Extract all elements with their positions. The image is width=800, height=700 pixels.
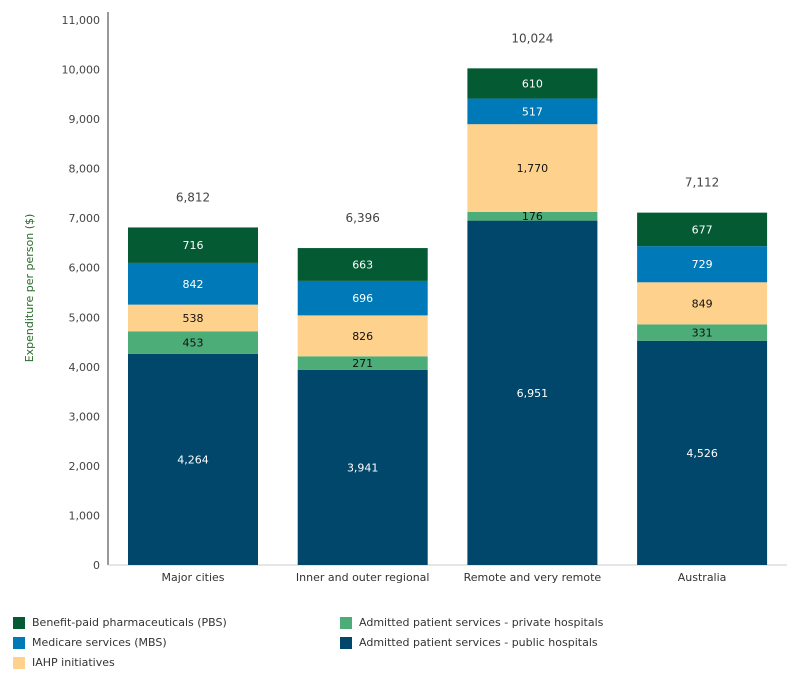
data-label: 1,770 (517, 162, 549, 175)
data-label: 4,264 (177, 453, 209, 466)
data-label: 6,951 (517, 387, 549, 400)
legend-swatch (13, 656, 25, 669)
y-tick-label: 8,000 (69, 163, 101, 176)
data-label: 176 (522, 210, 543, 223)
data-label: 517 (522, 105, 543, 118)
data-label: 849 (692, 297, 713, 310)
bar-segment (467, 211, 598, 221)
data-label: 696 (352, 292, 373, 305)
data-label: 331 (692, 327, 713, 340)
data-label: 3,941 (347, 461, 379, 474)
legend-label: Admitted patient services - public hospi… (359, 636, 598, 649)
total-label: 7,112 (685, 176, 719, 190)
x-tick-label: Major cities (161, 571, 224, 584)
y-tick-label: 9,000 (69, 113, 101, 126)
legend-item: IAHP initiatives (13, 656, 115, 669)
data-label: 677 (692, 223, 713, 236)
legend-label: Medicare services (MBS) (32, 636, 167, 649)
bar-segment (128, 304, 258, 332)
total-label: 6,396 (346, 211, 380, 225)
data-label: 4,526 (686, 447, 718, 460)
data-label: 271 (352, 357, 373, 370)
y-tick-label: 1,000 (69, 509, 101, 522)
legend-item: Admitted patient services - private hosp… (340, 616, 603, 629)
bar-segment (128, 227, 258, 263)
bar-segment (637, 212, 768, 247)
legend-label: Benefit-paid pharmaceuticals (PBS) (32, 616, 227, 629)
bar-segment (467, 220, 598, 565)
bar-segment (128, 331, 258, 354)
y-tick-label: 10,000 (62, 64, 101, 77)
legend-item: Medicare services (MBS) (13, 636, 167, 649)
y-tick-label: 3,000 (69, 410, 101, 423)
total-label: 6,812 (176, 190, 210, 204)
bar-segment (637, 324, 768, 341)
data-label: 663 (352, 258, 373, 271)
y-tick-label: 5,000 (69, 311, 101, 324)
legend-label: IAHP initiatives (32, 656, 115, 669)
bar-segment (297, 248, 428, 281)
data-label: 453 (183, 337, 204, 350)
legend-swatch (340, 636, 352, 649)
y-axis-label: Expenditure per person ($) (23, 214, 36, 363)
bar-segment (637, 282, 768, 325)
bar-segment (467, 98, 598, 125)
y-tick-label: 6,000 (69, 262, 101, 275)
bar-segment (297, 356, 428, 370)
bar-segment (297, 369, 428, 565)
x-tick-label: Inner and outer regional (296, 571, 430, 584)
legend-swatch (340, 616, 352, 629)
data-label: 610 (522, 77, 543, 90)
total-label: 10,024 (511, 31, 553, 45)
legend-item: Admitted patient services - public hospi… (340, 636, 598, 649)
bar-segment (467, 124, 598, 212)
y-tick-label: 2,000 (69, 460, 101, 473)
bar-segment (297, 315, 428, 357)
bar-segment (128, 353, 258, 565)
y-tick-label: 4,000 (69, 361, 101, 374)
legend-item: Benefit-paid pharmaceuticals (PBS) (13, 616, 227, 629)
data-label: 538 (183, 312, 204, 325)
y-tick-label: 11,000 (62, 14, 101, 27)
data-label: 716 (183, 239, 204, 252)
y-tick-label: 0 (93, 559, 100, 572)
x-tick-label: Australia (678, 571, 727, 584)
x-tick-label: Remote and very remote (464, 571, 602, 584)
bar-segment (637, 246, 768, 283)
bar-segment (467, 68, 598, 99)
legend-swatch (13, 636, 25, 649)
bar-segment (128, 262, 258, 305)
data-label: 826 (352, 330, 373, 343)
bar-segment (297, 280, 428, 316)
legend-label: Admitted patient services - private hosp… (359, 616, 604, 629)
data-label: 729 (692, 258, 713, 271)
legend-swatch (13, 616, 25, 629)
y-tick-label: 7,000 (69, 212, 101, 225)
data-label: 842 (183, 278, 204, 291)
bar-segment (637, 340, 768, 565)
